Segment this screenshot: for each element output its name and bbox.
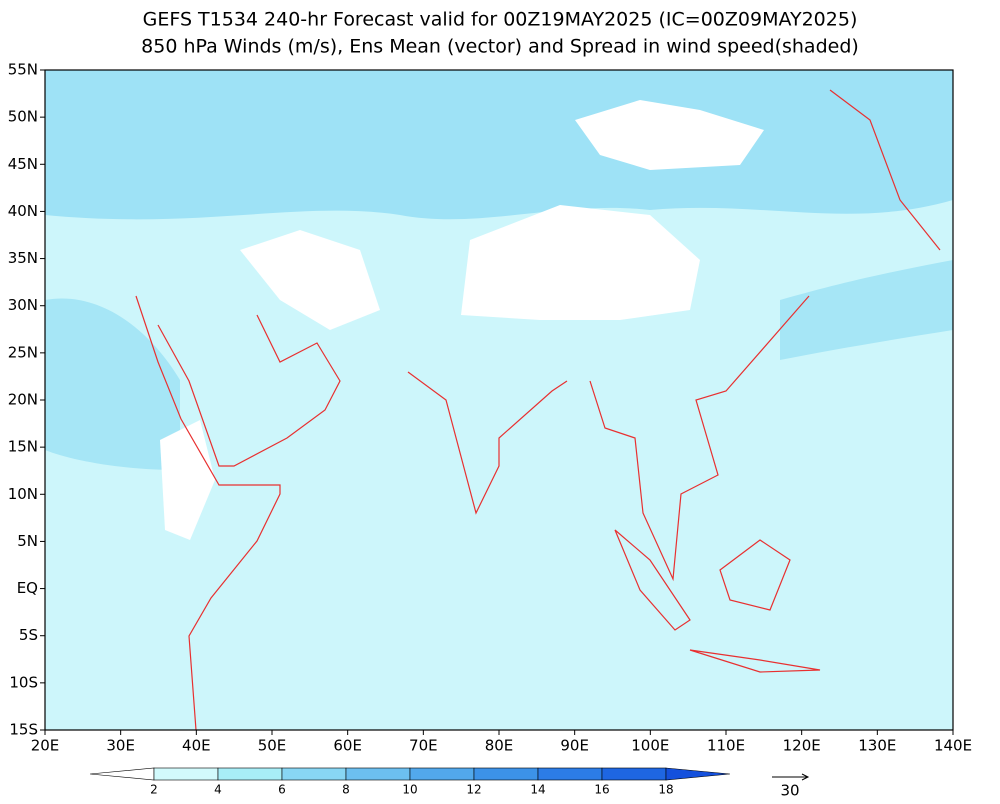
spread-shading — [45, 298, 180, 470]
coastline — [407, 371, 568, 515]
coastline — [589, 295, 810, 582]
reference-arrowhead — [801, 773, 810, 781]
y-tick-label: 55N — [8, 61, 38, 79]
y-tick-label: 50N — [8, 108, 38, 126]
colorbar-segment — [89, 767, 155, 781]
x-tick-label: 130E — [858, 737, 896, 755]
y-tick-label: 40N — [8, 202, 38, 220]
x-tick-label: 20E — [31, 737, 60, 755]
colorbar-segment — [473, 767, 539, 781]
colorbar-segment — [281, 767, 347, 781]
colorbar-label: 18 — [658, 783, 673, 797]
spread-shading — [780, 260, 953, 360]
colorbar-segment — [665, 767, 731, 781]
y-tick-label: 25N — [8, 343, 38, 361]
y-tick-label: 30N — [8, 296, 38, 314]
x-tick-label: 100E — [631, 737, 669, 755]
chart-title: GEFS T1534 240-hr Forecast valid for 00Z… — [143, 9, 858, 31]
colorbar-segment — [153, 767, 219, 781]
x-tick-label: 90E — [560, 737, 589, 755]
x-tick-label: 110E — [707, 737, 745, 755]
y-tick-label: 45N — [8, 155, 38, 173]
spread-shading — [45, 70, 953, 220]
colorbar-label: 2 — [150, 783, 158, 797]
coastline — [135, 295, 281, 731]
reference-vector-label: 30 — [780, 782, 799, 800]
terrain-mask — [461, 205, 700, 320]
colorbar-segment — [217, 767, 283, 781]
y-tick-label: 10S — [9, 673, 38, 691]
map-area — [44, 69, 954, 731]
x-tick-label: 70E — [409, 737, 438, 755]
coastline — [614, 529, 691, 631]
colorbar-label: 6 — [278, 783, 286, 797]
colorbar-label: 10 — [402, 783, 417, 797]
x-tick-label: 30E — [106, 737, 135, 755]
terrain-mask — [160, 420, 215, 540]
x-tick-label: 50E — [258, 737, 287, 755]
coastline — [157, 314, 341, 467]
y-tick-label: 20N — [8, 391, 38, 409]
x-tick-label: 120E — [783, 737, 821, 755]
y-tick-label: 15S — [9, 721, 38, 739]
colorbar-segment — [345, 767, 411, 781]
terrain-mask — [240, 230, 380, 330]
chart-subtitle: 850 hPa Winds (m/s), Ens Mean (vector) a… — [141, 36, 859, 58]
colorbar-label: 12 — [466, 783, 481, 797]
colorbar-segment — [409, 767, 475, 781]
colorbar-label: 4 — [214, 783, 222, 797]
x-tick-label: 60E — [333, 737, 362, 755]
x-tick-label: 40E — [182, 737, 211, 755]
terrain-mask — [575, 100, 764, 170]
coastline — [829, 89, 941, 251]
y-tick-label: 5N — [17, 532, 38, 550]
x-tick-label: 140E — [934, 737, 972, 755]
y-tick-label: 5S — [19, 626, 38, 644]
colorbar-segment — [537, 767, 603, 781]
y-tick-label: 10N — [8, 485, 38, 503]
y-tick-label: EQ — [17, 579, 38, 597]
y-tick-label: 15N — [8, 438, 38, 456]
coastline — [719, 539, 791, 611]
colorbar-label: 14 — [530, 783, 545, 797]
colorbar-segment — [601, 767, 667, 781]
colorbar-label: 8 — [342, 783, 350, 797]
y-tick-label: 35N — [8, 249, 38, 267]
x-tick-label: 80E — [485, 737, 514, 755]
colorbar-label: 16 — [594, 783, 609, 797]
coastline — [689, 649, 821, 673]
